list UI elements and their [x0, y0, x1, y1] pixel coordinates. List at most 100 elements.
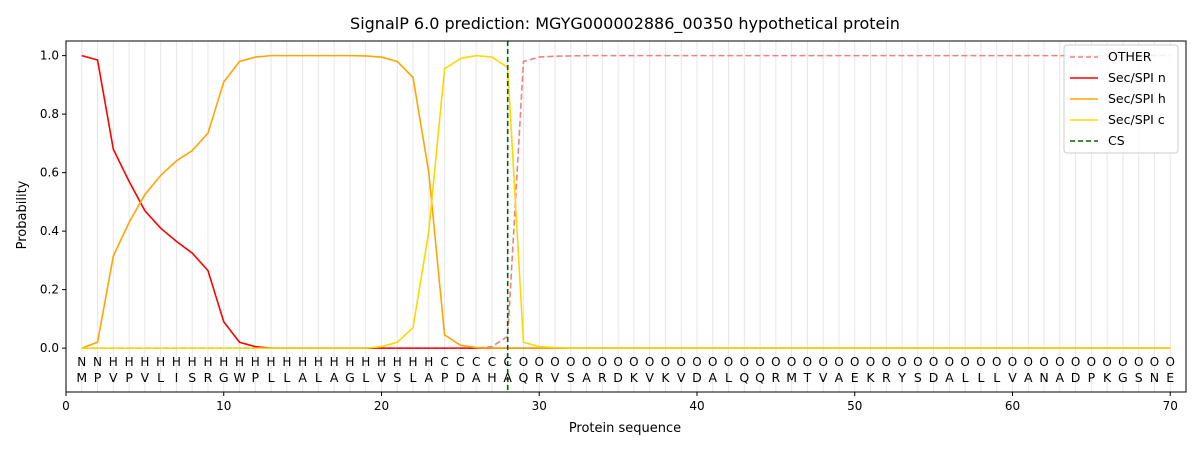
residue-label: Y: [897, 370, 906, 385]
residue-label: A: [472, 370, 481, 385]
series-line-sec-spi-c: [81, 54, 1171, 349]
residue-label: S: [567, 370, 575, 385]
region-label: H: [188, 355, 197, 369]
residue-label: L: [993, 370, 1000, 385]
residue-label: T: [803, 370, 812, 385]
region-label: O: [692, 355, 701, 369]
region-label: O: [1071, 355, 1080, 369]
region-label: O: [976, 355, 985, 369]
residue-label: E: [851, 370, 859, 385]
residue-label: A: [503, 370, 512, 385]
residue-label: L: [283, 370, 290, 385]
legend-label: Sec/SPI n: [1108, 70, 1166, 85]
region-label: O: [818, 355, 827, 369]
region-label: C: [503, 355, 511, 369]
residue-label: D: [613, 370, 623, 385]
region-label: O: [740, 355, 749, 369]
region-label: H: [203, 355, 212, 369]
x-tick-label: 60: [1005, 399, 1020, 413]
x-axis-label: Protein sequence: [569, 421, 681, 436]
region-label: O: [550, 355, 559, 369]
region-label: O: [676, 355, 685, 369]
residue-label: M: [786, 370, 797, 385]
region-label: H: [314, 355, 323, 369]
region-label: H: [125, 355, 134, 369]
region-label: O: [1102, 355, 1111, 369]
region-label: O: [1165, 355, 1174, 369]
region-label: O: [866, 355, 875, 369]
grid-lines: [81, 41, 1171, 392]
region-label: H: [156, 355, 165, 369]
region-label: O: [882, 355, 891, 369]
residue-label: M: [76, 370, 87, 385]
residue-label: K: [661, 370, 670, 385]
region-label: H: [235, 355, 244, 369]
region-label: O: [960, 355, 969, 369]
residue-label: L: [725, 370, 732, 385]
residue-label: V: [377, 370, 386, 385]
residue-label: N: [1150, 370, 1159, 385]
residue-label: A: [708, 370, 717, 385]
y-tick-label: 0.4: [40, 224, 59, 238]
plot-frame: [65, 40, 1187, 393]
region-label: O: [1008, 355, 1017, 369]
residue-label: A: [945, 370, 954, 385]
x-axis-ticks: 0 10 20 30 40 50 60 70: [62, 392, 1178, 413]
series-line-other: [81, 54, 1171, 349]
residue-label: R: [772, 370, 781, 385]
region-label: O: [1039, 355, 1048, 369]
residue-label: P: [1088, 370, 1096, 385]
residue-label: Q: [739, 370, 749, 385]
residue-label: P: [125, 370, 133, 385]
region-label: O: [598, 355, 607, 369]
y-axis-ticks: 0.0 0.2 0.4 0.6 0.8 1.0: [40, 49, 66, 355]
residue-label: L: [315, 370, 322, 385]
residue-label: K: [630, 370, 639, 385]
region-label: O: [535, 355, 544, 369]
region-label: H: [409, 355, 418, 369]
region-label: O: [629, 355, 638, 369]
residue-label: Q: [755, 370, 765, 385]
x-tick-label: 0: [62, 399, 70, 413]
residue-label: D: [692, 370, 702, 385]
residue-label: S: [188, 370, 196, 385]
series-line-sec-spi-h: [81, 54, 1171, 349]
residue-label: R: [598, 370, 607, 385]
residue-label: L: [962, 370, 969, 385]
region-label: H: [140, 355, 149, 369]
residue-label: D: [929, 370, 939, 385]
region-label: O: [850, 355, 859, 369]
x-tick-label: 50: [847, 399, 862, 413]
residue-label: A: [425, 370, 434, 385]
region-label: H: [282, 355, 291, 369]
region-label: N: [93, 355, 102, 369]
y-tick-label: 1.0: [40, 49, 59, 63]
residue-label: G: [345, 370, 355, 385]
residue-label: V: [819, 370, 828, 385]
region-label: O: [724, 355, 733, 369]
residue-label: R: [882, 370, 891, 385]
x-tick-label: 40: [689, 399, 704, 413]
region-label: C: [472, 355, 480, 369]
region-label: H: [219, 355, 228, 369]
residue-label: I: [175, 370, 179, 385]
residue-label: V: [645, 370, 654, 385]
y-tick-label: 0.6: [40, 166, 59, 180]
region-label: O: [771, 355, 780, 369]
region-label: O: [803, 355, 812, 369]
residue-label: E: [1166, 370, 1174, 385]
residue-label: V: [551, 370, 560, 385]
region-label: O: [1087, 355, 1096, 369]
x-tick-label: 10: [216, 399, 231, 413]
region-label: O: [945, 355, 954, 369]
region-label: H: [109, 355, 118, 369]
residue-label: V: [141, 370, 150, 385]
residue-label: R: [535, 370, 544, 385]
region-label: O: [834, 355, 843, 369]
region-label: O: [992, 355, 1001, 369]
region-label: O: [787, 355, 796, 369]
region-label: O: [645, 355, 654, 369]
residue-label: L: [410, 370, 417, 385]
residue-label: R: [204, 370, 213, 385]
residue-label: N: [1039, 370, 1048, 385]
